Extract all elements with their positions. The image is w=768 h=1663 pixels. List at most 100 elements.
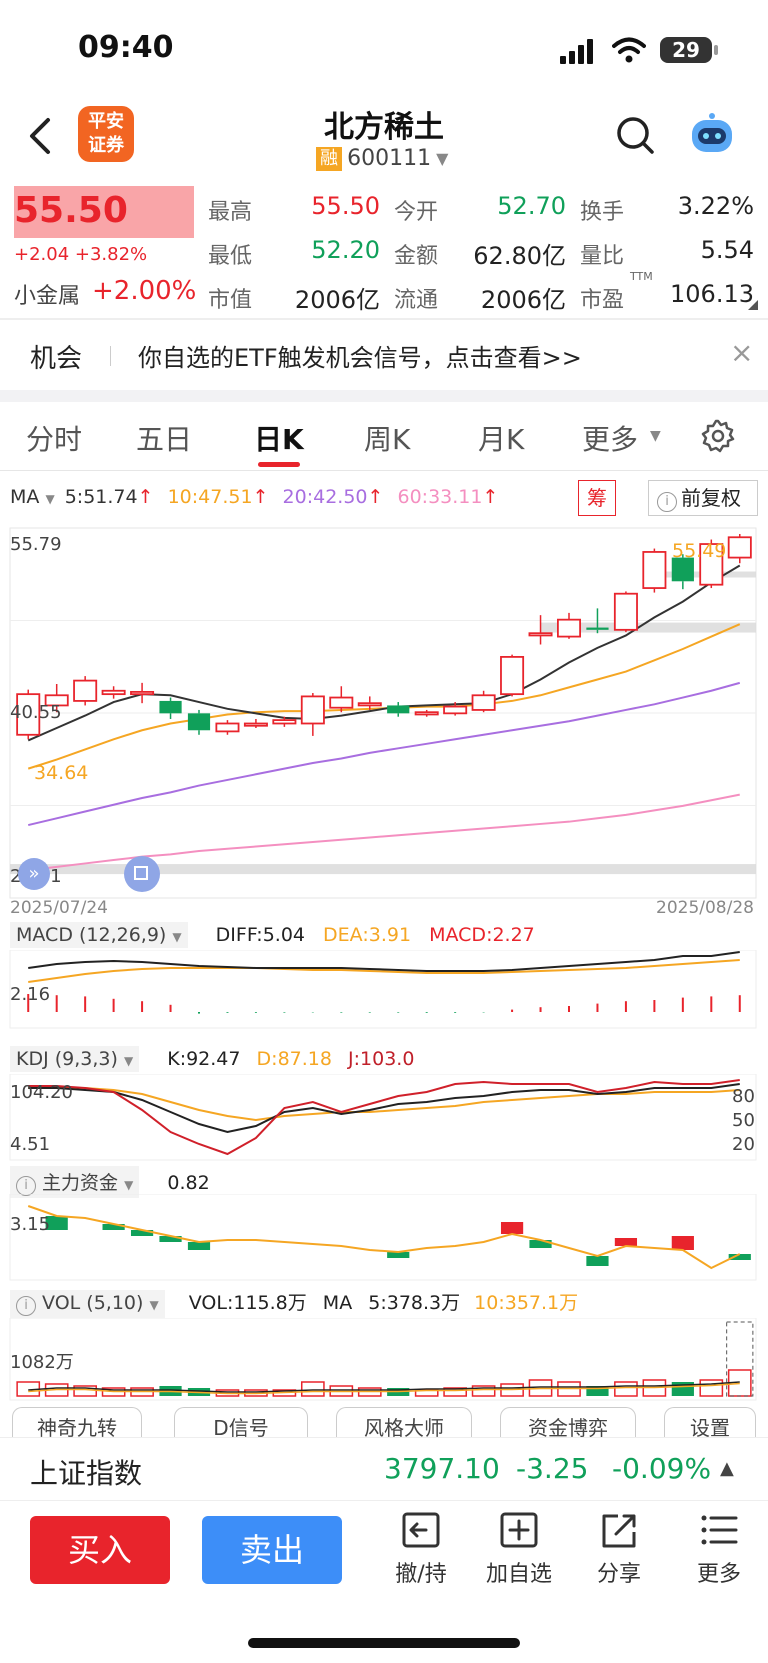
chip-fund-game[interactable]: 资金博弈 — [500, 1407, 636, 1438]
fund-selector[interactable]: i 主力资金 ▼ — [10, 1166, 140, 1198]
sector-change: +2.00% — [92, 276, 197, 306]
diff-line — [28, 951, 740, 972]
opportunity-banner[interactable]: 机会 你自选的ETF触发机会信号，点击查看>> × — [0, 322, 768, 388]
macd-chart[interactable] — [0, 950, 768, 1030]
search-icon[interactable] — [616, 116, 656, 156]
candle-body — [387, 705, 410, 714]
kline-chart[interactable] — [0, 526, 768, 906]
settings-gear-icon[interactable] — [700, 418, 736, 454]
vol-ma-label: MA — [322, 1292, 353, 1314]
candle-body — [215, 722, 240, 733]
kdj-chart[interactable] — [0, 1074, 768, 1162]
candle-body — [642, 551, 667, 589]
chip-nine-turns[interactable]: 神奇九转 — [12, 1407, 142, 1438]
robot-assistant-icon[interactable] — [686, 110, 738, 160]
y-axis-top: 55.79 — [10, 534, 62, 555]
turnover-label: 换手 — [580, 200, 625, 225]
chart-frame — [9, 1074, 757, 1161]
buy-button[interactable]: 买入 — [30, 1516, 170, 1584]
candle — [500, 654, 525, 697]
tab-intraday[interactable]: 分时 — [26, 423, 83, 456]
candle-body — [300, 695, 325, 725]
fullscreen-icon[interactable] — [124, 856, 160, 892]
fund-bar — [187, 1242, 211, 1250]
macd-value: MACD:2.27 — [429, 924, 535, 946]
tab-monthly-k[interactable]: 月K — [478, 423, 525, 456]
kdj-label: KDJ (9,3,3) — [16, 1048, 118, 1070]
volume-bar — [471, 1385, 496, 1397]
projected-volume-box — [726, 1321, 754, 1397]
volume-bar — [614, 1381, 638, 1397]
price-tag-high: 55.49 — [672, 540, 727, 562]
chart-frame — [9, 1194, 757, 1281]
vol-ma10-line — [28, 1382, 740, 1395]
candle — [586, 608, 609, 634]
share-button[interactable]: 分享 — [574, 1510, 664, 1588]
active-tab-indicator — [258, 462, 300, 467]
close-icon[interactable]: × — [730, 336, 754, 369]
tab-weekly-k[interactable]: 周K — [364, 423, 411, 456]
more-button[interactable]: 更多 — [674, 1510, 764, 1588]
volratio-value: 5.54 — [700, 236, 754, 264]
ma60-value: 60:33.11 — [397, 486, 483, 508]
chevron-down-icon: ▼ — [172, 930, 182, 944]
candle-body — [16, 693, 41, 736]
candle-body — [528, 632, 553, 637]
broker-logo: 平安证券 — [78, 106, 134, 162]
ma-label[interactable]: MA — [10, 486, 40, 508]
index-bar[interactable]: 上证指数 3797.10 -3.25 -0.09% ▲ — [0, 1437, 768, 1501]
ma5-value: 5:51.74 — [64, 486, 138, 508]
high-value: 55.50 — [311, 192, 380, 220]
tab-more[interactable]: 更多 — [582, 423, 639, 456]
fund-bar — [671, 1236, 694, 1250]
chevron-down-icon: ▼ — [123, 1054, 134, 1068]
candle — [16, 689, 41, 740]
tab-five-day[interactable]: 五日 — [136, 423, 193, 456]
candle — [699, 539, 724, 589]
vol-ma5: 5:378.3万 — [368, 1292, 461, 1314]
sell-button[interactable]: 卖出 — [202, 1516, 342, 1584]
sector-label: 小金属 — [14, 284, 81, 309]
chevron-down-icon: ▼ — [124, 1178, 134, 1192]
candle-body — [187, 713, 211, 731]
kdj-selector[interactable]: KDJ (9,3,3) ▼ — [10, 1046, 140, 1072]
amount-label: 金额 — [394, 244, 439, 269]
kdj-ref-80: 80 — [732, 1086, 755, 1107]
cancel-order-icon — [402, 1512, 440, 1548]
adjust-button[interactable]: i 前复权 — [648, 480, 758, 516]
candle-body — [671, 557, 694, 582]
ma-legend: MA ▼ 5:51.74↑ 10:47.51↑ 20:42.50↑ 60:33.… — [10, 486, 498, 516]
chip-settings[interactable]: 设置 — [664, 1407, 756, 1438]
banner-tag: 机会 — [30, 344, 83, 374]
expand-corner-icon[interactable] — [748, 300, 758, 310]
candle — [44, 683, 69, 713]
vol-selector[interactable]: i VOL (5,10) ▼ — [10, 1290, 165, 1318]
price-band — [540, 622, 756, 633]
chip-style-master[interactable]: 风格大师 — [336, 1407, 472, 1438]
stock-code-row[interactable]: 融 600111 ▼ — [316, 146, 448, 176]
chevron-down-icon: ▼ — [436, 149, 449, 168]
add-watchlist-button[interactable]: 加自选 — [474, 1510, 564, 1588]
cancel-hold-button[interactable]: 撤/持 — [376, 1510, 466, 1588]
candle-body — [699, 543, 724, 586]
y-axis-mid: 40.55 — [10, 702, 62, 723]
fund-y: 3.15 — [10, 1214, 51, 1235]
tab-daily-k[interactable]: 日K — [254, 423, 304, 456]
fast-forward-icon[interactable]: » — [18, 858, 50, 890]
fund-line — [27, 1205, 741, 1270]
candle-body — [73, 679, 98, 702]
volume-chart[interactable] — [0, 1318, 768, 1402]
chip-distribution-button[interactable]: 筹 — [578, 480, 616, 516]
mktcap-value: 2006亿 — [294, 286, 380, 314]
battery-icon: 29 — [660, 37, 712, 63]
candle — [671, 554, 694, 590]
chip-d-signal[interactable]: D信号 — [174, 1407, 308, 1438]
fund-chart[interactable] — [0, 1194, 768, 1282]
pe-label: 市盈 — [580, 288, 625, 313]
chevron-down-icon: ▼ — [149, 1298, 159, 1312]
up-arrow-icon: ↑ — [482, 486, 499, 508]
index-pct: -0.09% — [612, 1452, 712, 1485]
back-icon[interactable] — [26, 116, 54, 156]
candle-body — [44, 694, 69, 707]
macd-selector[interactable]: MACD (12,26,9) ▼ — [10, 922, 188, 948]
